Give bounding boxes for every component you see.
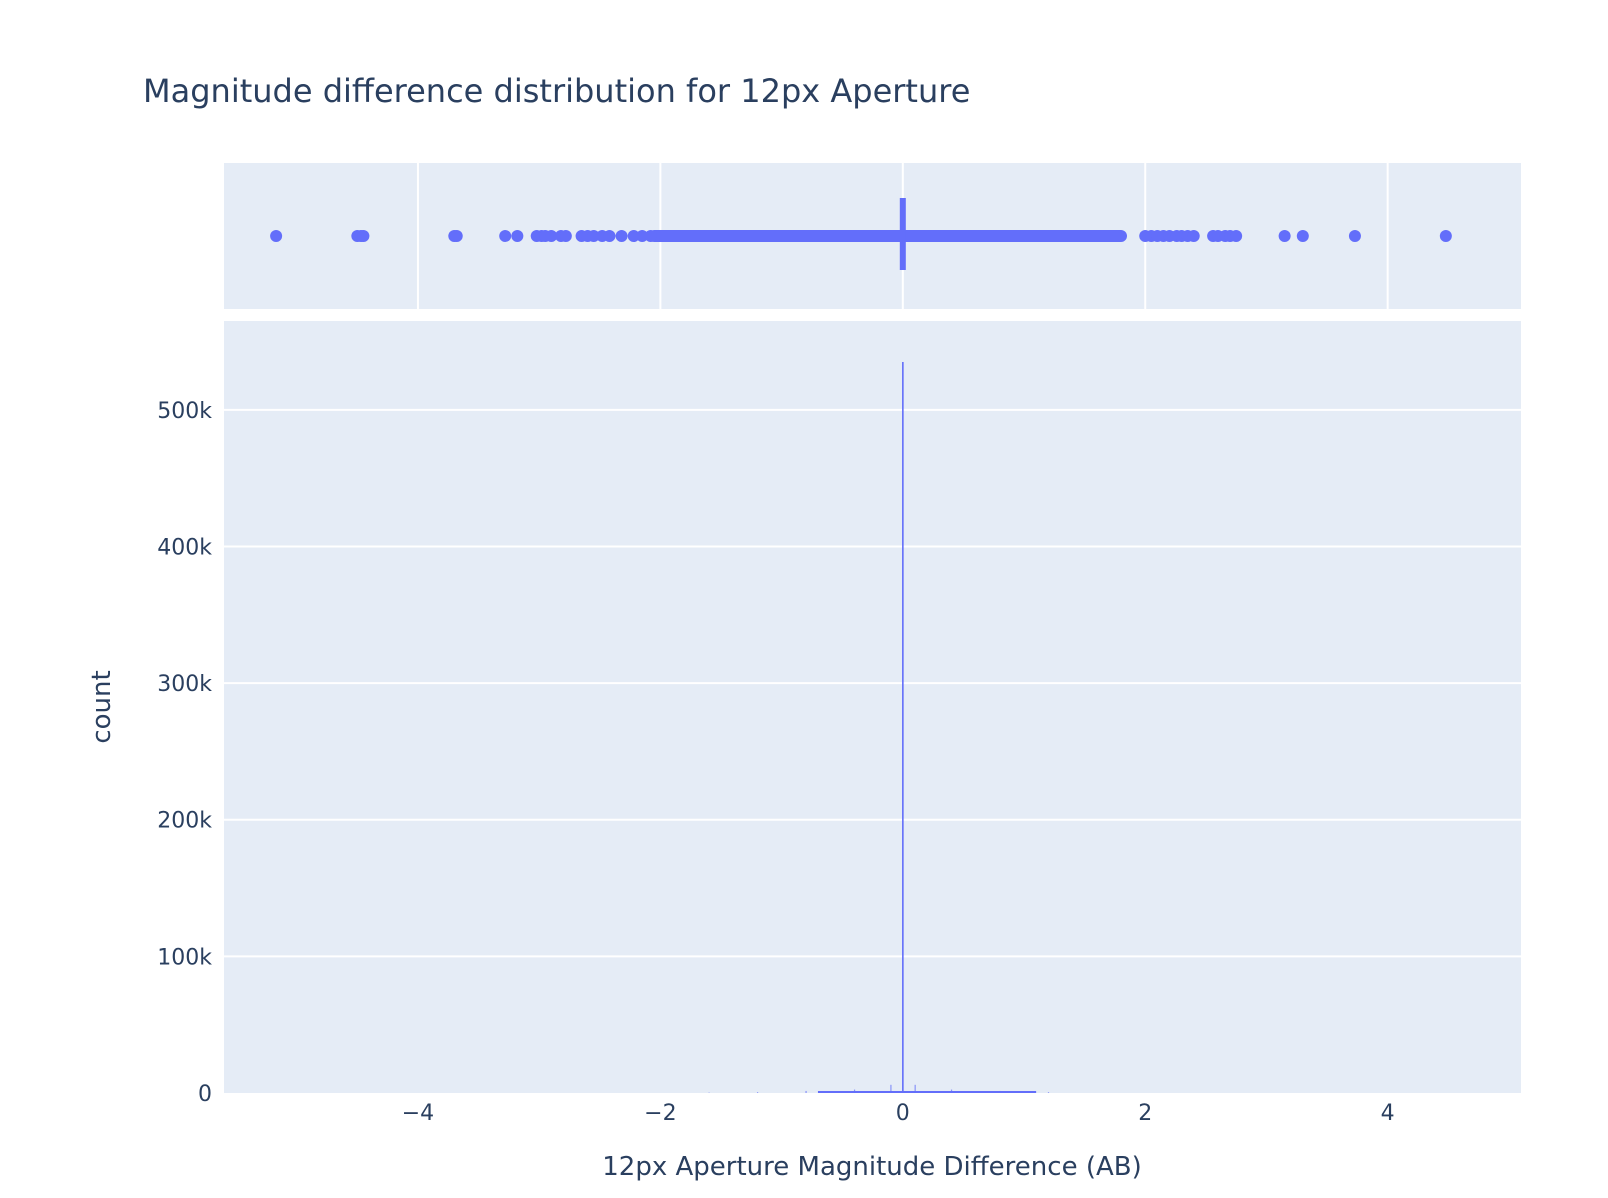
- x-tick-label: −4: [402, 1101, 434, 1126]
- histogram-bar: [914, 1084, 916, 1093]
- marginal-point: [603, 230, 616, 242]
- y-axis-title: count: [87, 670, 117, 743]
- marginal-center-points: [899, 198, 906, 270]
- marginal-point: [1439, 230, 1452, 242]
- main-gridlines: [224, 408, 1521, 958]
- y-tick-label: 100k: [157, 945, 212, 970]
- marginal-point: [545, 230, 558, 242]
- marginal-point: [1278, 230, 1291, 242]
- histogram-bar: [1047, 1092, 1050, 1093]
- marginal-point: [511, 230, 524, 242]
- y-axis-ticks: 0 100k 200k 300k 400k 500k: [157, 399, 212, 1107]
- x-tick-label: −2: [644, 1101, 676, 1126]
- histogram-bars: [708, 361, 1050, 1093]
- marginal-strip-points: [270, 198, 1452, 270]
- x-axis-ticks: −4 −2 0 2 4: [402, 1101, 1395, 1126]
- marginal-point: [499, 230, 512, 242]
- marginal-point: [559, 230, 572, 242]
- x-tick-label: 0: [896, 1101, 910, 1126]
- main-plot-area: [224, 321, 1521, 1093]
- marginal-point: [587, 230, 600, 242]
- histogram-bar: [805, 1090, 807, 1093]
- x-axis-title: 12px Aperture Magnitude Difference (AB): [602, 1152, 1142, 1182]
- marginal-point: [615, 230, 628, 242]
- chart-title: Magnitude difference distribution for 12…: [143, 72, 970, 110]
- marginal-point: [450, 230, 463, 242]
- marginal-point: [1348, 230, 1361, 242]
- y-tick-label: 300k: [157, 672, 212, 697]
- marginal-point: [644, 230, 657, 242]
- marginal-point: [270, 230, 283, 242]
- y-tick-label: 400k: [157, 535, 212, 560]
- marginal-point: [1187, 230, 1200, 242]
- x-tick-label: 4: [1381, 1101, 1395, 1126]
- histogram-bar: [890, 1084, 892, 1093]
- marginal-point: [627, 230, 640, 242]
- marginal-point: [1296, 230, 1309, 242]
- marginal-point: [357, 230, 370, 242]
- marginal-point: [1230, 230, 1243, 242]
- marginal-point: [636, 230, 649, 242]
- x-tick-label: 2: [1138, 1101, 1152, 1126]
- y-tick-label: 0: [198, 1082, 212, 1107]
- y-tick-label: 200k: [157, 809, 212, 834]
- y-tick-label: 500k: [157, 399, 212, 424]
- histogram-bar: [756, 1092, 759, 1093]
